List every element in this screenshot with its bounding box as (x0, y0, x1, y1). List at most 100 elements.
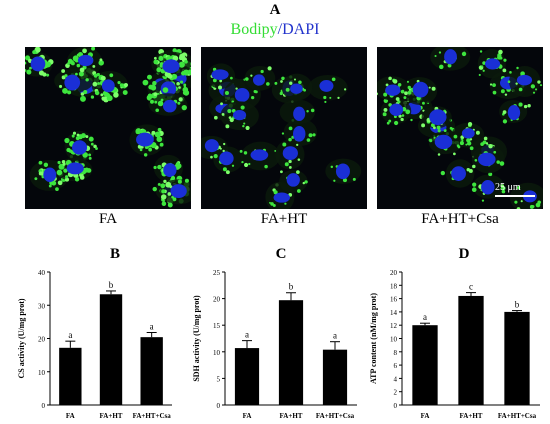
bar (278, 300, 304, 405)
cell (151, 51, 191, 80)
cell (471, 172, 506, 202)
cell (148, 87, 188, 116)
panel-letter-a: A (269, 2, 281, 18)
cell (430, 47, 471, 71)
image-label-fa: FA (98, 211, 118, 227)
cell (25, 47, 54, 77)
image-label-fa-ht-csa: FA+HT+Csa (421, 211, 499, 227)
cell (64, 130, 98, 162)
y-tick-label: 12 (390, 322, 398, 330)
y-tick-label: 0 (217, 402, 221, 410)
bar (234, 348, 260, 405)
x-tick-label: FA+HT (280, 412, 303, 420)
significance-letter: c (469, 282, 473, 292)
micrograph-fa-ht-svg (201, 47, 367, 209)
bar (140, 337, 163, 405)
significance-letter: b (109, 280, 114, 290)
chart-b: 0 10 20 30 40 CS activity (U/mg prot) a FA b FA+H… (17, 269, 172, 420)
y-tick-label: 40 (38, 269, 46, 277)
cell (477, 49, 507, 79)
y-tick-label: 15 (213, 322, 221, 330)
y-tick-label: 20 (390, 269, 398, 277)
cell (153, 154, 183, 184)
cell (213, 146, 244, 175)
cell (308, 74, 348, 104)
y-tick-label: 10 (38, 369, 46, 377)
y-tick-label: 0 (394, 402, 398, 410)
x-tick-label: FA (421, 412, 430, 420)
bar (99, 294, 123, 405)
y-tick-label: 18 (390, 282, 398, 290)
y-tick-label: 14 (390, 309, 398, 317)
y-tick-label: 20 (213, 296, 221, 304)
chart-c: 0 5 10 15 20 25 SDH activity (U/mg prot) a FA b FA… (192, 269, 357, 420)
cell (159, 175, 191, 208)
y-tick-label: 2 (394, 389, 398, 397)
cell (499, 99, 531, 124)
y-axis-label: SDH activity (U/mg prot) (192, 295, 201, 382)
x-tick-label: FA+HT+Csa (133, 412, 172, 420)
significance-letter: b (515, 300, 520, 310)
cell (279, 73, 313, 101)
y-tick-label: 4 (394, 375, 398, 383)
cell (265, 181, 295, 209)
cell (428, 130, 464, 156)
y-axis-label: CS activity (U/mg prot) (17, 298, 26, 378)
y-tick-label: 20 (38, 336, 46, 344)
cell (279, 99, 316, 125)
cell (129, 124, 165, 157)
cell (244, 65, 278, 91)
bar (322, 349, 348, 405)
y-tick-label: 10 (390, 336, 398, 344)
cell (471, 144, 505, 174)
bar (504, 311, 530, 405)
panel-letter-b: B (109, 246, 120, 262)
micrograph-fa-ht-csa: 25 μm (377, 47, 543, 209)
scale-bar (495, 195, 535, 197)
cell (325, 158, 362, 184)
cell (377, 76, 412, 104)
y-tick-label: 5 (217, 375, 221, 383)
micrograph-fa-ht-csa-svg (377, 47, 543, 209)
stain-title: Bodipy/DAPI (165, 21, 385, 39)
y-tick-label: 0 (42, 402, 46, 410)
stain-bodipy: Bodipy (230, 21, 278, 38)
y-tick-label: 8 (394, 349, 398, 357)
cell (400, 77, 438, 105)
stain-dapi: DAPI (282, 21, 320, 38)
significance-letter: a (423, 312, 427, 322)
y-axis-label: ATP content (nM/mg prot) (369, 293, 378, 384)
panel-letter-d: D (458, 246, 470, 262)
cell (440, 159, 476, 188)
x-tick-label: FA+HT (100, 412, 123, 420)
significance-letter: a (68, 330, 72, 340)
cell (507, 66, 543, 98)
stain-slash: / (277, 21, 283, 38)
micrograph-fa (25, 47, 191, 209)
cell (281, 118, 318, 147)
significance-letter: a (150, 322, 154, 332)
x-tick-label: FA (66, 412, 75, 420)
x-tick-label: FA (243, 412, 252, 420)
significance-letter: a (245, 330, 249, 340)
x-tick-label: FA+HT+Csa (498, 412, 537, 420)
cell (380, 98, 412, 126)
scale-bar-label: 25 μm (495, 182, 521, 193)
image-label-fa-ht: FA+HT (260, 211, 308, 227)
cell (91, 70, 129, 103)
x-tick-label: FA+HT+Csa (316, 412, 355, 420)
y-tick-label: 30 (38, 302, 46, 310)
bar (59, 347, 82, 405)
cell (274, 139, 305, 170)
micrograph-fa-ht (201, 47, 367, 209)
y-tick-label: 25 (213, 269, 221, 277)
cell (54, 67, 94, 96)
x-tick-label: FA+HT (460, 412, 483, 420)
cell (220, 101, 259, 131)
cell (421, 106, 452, 133)
y-tick-label: 6 (394, 362, 398, 370)
y-tick-label: 10 (213, 349, 221, 357)
significance-letter: a (333, 331, 337, 341)
significance-letter: b (289, 282, 294, 292)
